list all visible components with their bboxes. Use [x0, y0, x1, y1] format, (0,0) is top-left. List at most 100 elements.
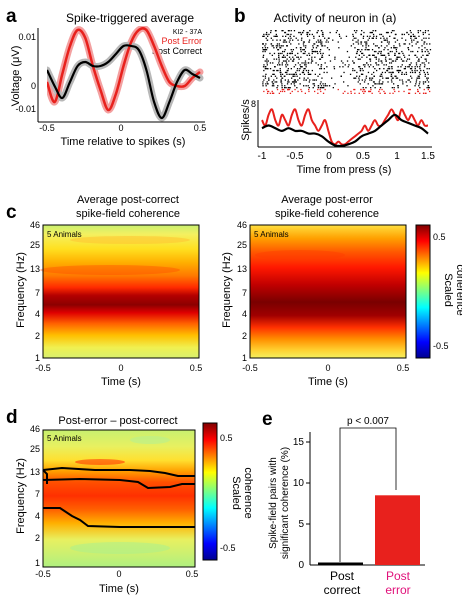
spike-tick [282, 45, 284, 47]
spike-tick [267, 83, 269, 85]
spike-tick [388, 66, 390, 68]
spike-tick [384, 92, 386, 94]
spike-tick [307, 35, 309, 37]
spike-tick [284, 75, 286, 77]
spike-tick [317, 88, 319, 91]
spike-tick [276, 39, 278, 41]
spike-tick [428, 33, 430, 36]
spike-tick [387, 68, 389, 70]
spike-tick [413, 39, 415, 41]
spike-tick [276, 69, 278, 72]
spike-tick [364, 64, 366, 66]
spike-tick [274, 81, 276, 83]
spike-tick [410, 75, 412, 77]
spike-tick [408, 66, 410, 68]
spike-tick [389, 92, 391, 94]
spike-tick [407, 66, 409, 68]
spike-tick [286, 52, 289, 55]
spike-tick [334, 83, 336, 85]
spike-tick [310, 73, 312, 75]
spike-tick [297, 56, 299, 58]
spike-tick [378, 90, 380, 93]
panel-a: a Spike-triggered average KI2 - 37A Post… [6, 6, 206, 148]
spike-tick [279, 47, 281, 49]
spike-tick [304, 50, 306, 53]
animals-label: 5 Animals [254, 230, 289, 239]
spike-tick [288, 81, 290, 83]
spike-tick [323, 68, 325, 70]
spike-tick [311, 60, 314, 62]
spike-tick [428, 52, 430, 55]
spike-tick [313, 50, 315, 53]
spike-tick [280, 71, 282, 74]
spike-tick [288, 30, 290, 32]
spike-tick [356, 52, 358, 55]
colorbar-d-tick-2: -0.5 [220, 543, 236, 553]
spike-tick [282, 35, 284, 37]
spike-tick [426, 79, 428, 81]
spike-tick [377, 83, 379, 85]
spike-tick [279, 68, 281, 70]
spike-tick [375, 83, 377, 85]
spike-tick [391, 30, 394, 32]
spike-tick [286, 83, 289, 85]
panel-c-right-title-1: Average post-error [281, 194, 373, 206]
spike-tick [270, 30, 272, 32]
spike-tick [383, 49, 385, 51]
spike-tick [371, 92, 373, 94]
spike-tick [293, 30, 296, 32]
spike-tick [427, 50, 429, 53]
spike-tick [369, 58, 372, 60]
spike-tick [402, 81, 404, 83]
spike-tick [362, 87, 364, 89]
spike-tick [403, 68, 405, 70]
spike-tick [391, 68, 393, 70]
spike-tick [353, 62, 355, 64]
spike-tick [362, 52, 364, 55]
spike-tick [321, 54, 323, 56]
spike-tick [294, 88, 296, 91]
spike-tick [262, 54, 265, 56]
spike-tick [401, 64, 403, 66]
spike-tick [300, 50, 302, 53]
spike-tick [357, 41, 359, 43]
spike-tick [278, 60, 280, 62]
spike-tick [418, 60, 420, 62]
spike-tick [304, 60, 307, 62]
spike-tick [300, 88, 302, 91]
spike-tick [352, 68, 354, 70]
spike-tick [408, 58, 411, 60]
spike-tick [333, 68, 336, 70]
spike-tick [308, 73, 311, 75]
spike-tick [397, 87, 399, 89]
spike-tick [313, 37, 315, 39]
spike-tick [396, 69, 398, 72]
spike-tick [263, 90, 265, 93]
spike-tick [414, 71, 416, 74]
panel-c-right-ytick-2: 25 [237, 240, 247, 250]
panel-c-left-ytick-7: 1 [35, 353, 40, 363]
spike-tick [311, 69, 313, 72]
spike-tick [359, 50, 362, 53]
heatmap-texture [40, 265, 180, 275]
spike-tick [352, 43, 355, 45]
spike-tick [353, 30, 356, 32]
spike-tick [298, 31, 300, 34]
spike-tick [322, 35, 324, 37]
spike-tick [357, 58, 359, 60]
spike-tick [343, 81, 345, 83]
panel-d-xlabel: Time (s) [99, 583, 139, 595]
spike-tick [283, 50, 286, 53]
heatmap-texture [70, 236, 190, 244]
spike-tick [416, 69, 418, 72]
spike-tick [352, 33, 354, 36]
spike-tick [358, 54, 360, 56]
spike-tick [394, 47, 397, 49]
spike-tick [369, 77, 371, 79]
spike-tick [417, 88, 419, 91]
spike-tick [419, 73, 421, 75]
spike-tick [287, 33, 290, 36]
panel-c-left-ytick-1: 46 [30, 220, 40, 230]
spike-tick [310, 62, 312, 64]
